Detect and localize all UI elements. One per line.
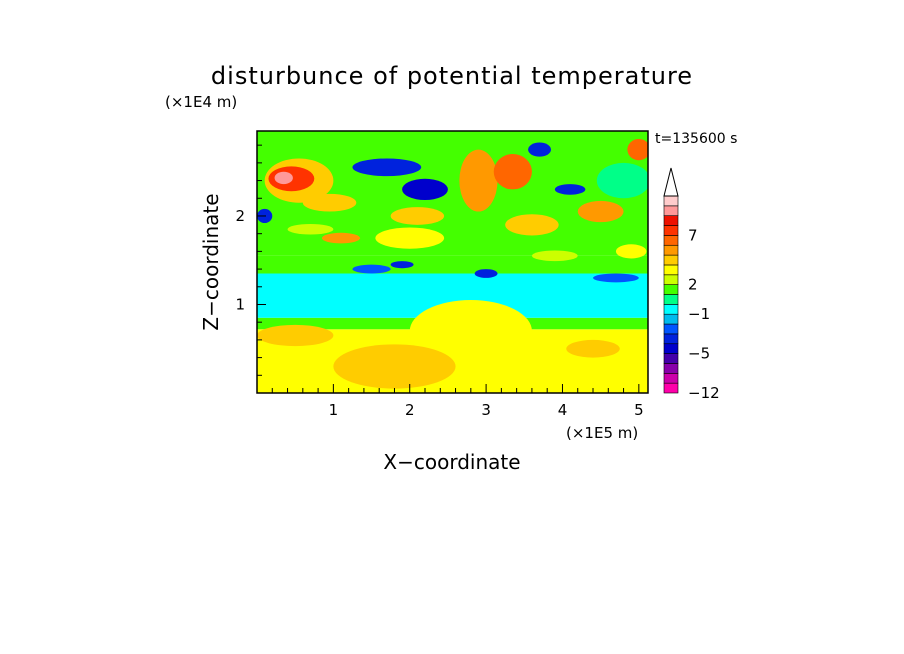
field-patch xyxy=(459,149,498,212)
plot-frame xyxy=(256,130,649,394)
field-patch xyxy=(554,184,586,195)
colorbar-cell xyxy=(663,294,679,305)
colorbar-cell xyxy=(663,264,679,276)
field-patch xyxy=(333,344,456,389)
time-label: t=135600 s xyxy=(655,131,737,147)
field-patch xyxy=(615,244,647,259)
field-patch xyxy=(474,269,498,278)
chart-title: disturbunce of potential temperature xyxy=(211,62,693,90)
field-patch xyxy=(352,158,422,177)
x-tick-label: 1 xyxy=(329,401,339,419)
field-patch xyxy=(302,193,357,212)
field-patch xyxy=(257,324,334,347)
x-tick-label: 5 xyxy=(634,401,644,419)
field-layer xyxy=(257,255,648,274)
field-patch xyxy=(596,162,648,199)
colorbar-cell xyxy=(663,363,679,374)
colorbar-cell xyxy=(663,225,679,236)
x-tick-label: 4 xyxy=(558,401,568,419)
field-patch xyxy=(627,138,648,161)
x-axis-title: X−coordinate xyxy=(383,450,520,474)
colorbar: −12−5−127 xyxy=(663,167,720,402)
x-unit-label: (×1E5 m) xyxy=(566,424,638,442)
field-patch xyxy=(528,142,552,157)
field-patch xyxy=(274,171,293,185)
x-axis: 1 2 3 4 5 xyxy=(271,384,644,419)
colorbar-cell xyxy=(663,353,679,364)
field-patch xyxy=(352,264,391,274)
colorbar-cell xyxy=(663,304,679,315)
colorbar-label: −5 xyxy=(688,345,710,363)
field-patch xyxy=(566,339,620,358)
colorbar-cell xyxy=(663,274,679,285)
field-patch xyxy=(402,178,448,201)
colorbar-cell xyxy=(663,343,679,354)
field-patch xyxy=(375,227,445,249)
x-tick-label: 2 xyxy=(405,401,415,419)
colorbar-label: 2 xyxy=(688,276,698,294)
colorbar-label: −1 xyxy=(688,305,710,323)
field-patch xyxy=(409,300,532,363)
field-patch xyxy=(287,223,334,235)
y-tick-label: 2 xyxy=(235,207,245,225)
field-patch xyxy=(531,250,578,262)
colorbar-cell xyxy=(663,323,679,335)
y-unit-label: (×1E4 m) xyxy=(165,93,237,111)
colorbar-cell xyxy=(663,235,679,246)
field-patch xyxy=(390,207,445,225)
colorbar-cell xyxy=(663,254,679,266)
colorbar-cell xyxy=(663,372,679,384)
y-axis: 12 xyxy=(235,144,266,376)
y-axis-title: Z−coordinate xyxy=(199,193,223,330)
colorbar-cell xyxy=(663,382,679,394)
colorbar-label: 7 xyxy=(688,226,698,244)
colorbar-cell xyxy=(663,333,679,345)
field-patch xyxy=(321,232,361,244)
colorbar-cell xyxy=(663,205,679,217)
colorbar-cell xyxy=(663,215,679,226)
colorbar-label: −12 xyxy=(688,384,720,402)
colorbar-cell xyxy=(663,195,679,207)
field-patch xyxy=(593,273,639,283)
field-patch xyxy=(505,214,559,236)
y-tick-label: 1 xyxy=(235,295,245,313)
x-tick-label: 3 xyxy=(481,401,491,419)
colorbar-cell xyxy=(663,284,679,295)
field-patch xyxy=(577,200,624,223)
field-patch xyxy=(390,261,414,269)
temperature-field xyxy=(257,131,648,393)
colorbar-cell xyxy=(663,244,679,256)
field-patch xyxy=(493,154,532,190)
colorbar-extend-arrow xyxy=(663,167,679,197)
colorbar-cell xyxy=(663,313,679,325)
